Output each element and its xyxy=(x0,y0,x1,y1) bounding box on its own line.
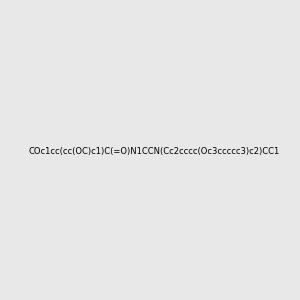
Text: COc1cc(cc(OC)c1)C(=O)N1CCN(Cc2cccc(Oc3ccccc3)c2)CC1: COc1cc(cc(OC)c1)C(=O)N1CCN(Cc2cccc(Oc3cc… xyxy=(28,147,279,156)
